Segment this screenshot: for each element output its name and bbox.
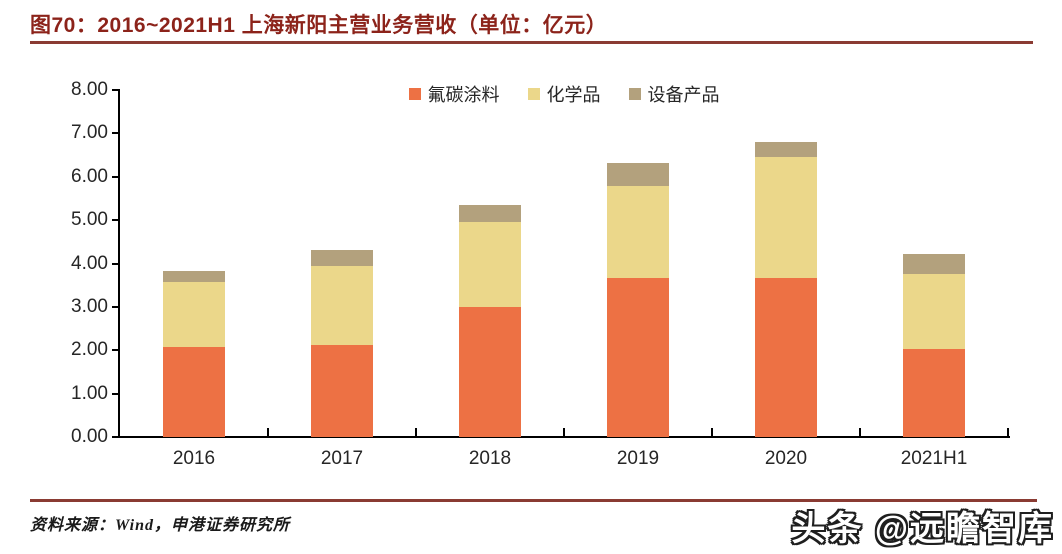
bar-segment-2021H1-series3 (903, 253, 965, 274)
legend-swatch-icon (408, 88, 421, 100)
legend-item-1: 氟碳涂料 (408, 81, 500, 107)
legend-label: 化学品 (546, 85, 601, 105)
bar-segment-2020-series3 (755, 141, 817, 157)
bar-segment-2016-series3 (163, 270, 225, 283)
bar-segment-2017-series1 (311, 345, 373, 437)
bar-segment-2021H1-series2 (903, 273, 965, 349)
legend-label: 设备产品 (647, 85, 720, 105)
y-tick (112, 305, 120, 308)
x-axis-label: 2016 (172, 448, 216, 469)
y-tick (112, 219, 120, 222)
y-tick (112, 175, 120, 178)
legend-item-2: 化学品 (527, 81, 601, 107)
x-tick (711, 428, 713, 437)
x-axis-label: 2018 (468, 448, 512, 469)
y-tick-label: 7.00 (71, 122, 108, 144)
bar-segment-2018-series1 (459, 306, 521, 437)
y-tick-label: 6.00 (71, 165, 108, 187)
bar-segment-2019-series3 (607, 162, 669, 186)
title-divider (30, 41, 1033, 44)
y-tick (112, 392, 120, 395)
x-tick (415, 428, 417, 437)
y-tick-label: 4.00 (71, 252, 108, 274)
x-tick (267, 428, 269, 437)
y-tick (112, 262, 120, 265)
bar-segment-2020-series2 (755, 156, 817, 278)
y-tick-label: 2.00 (71, 339, 108, 361)
y-tick-label: 5.00 (71, 209, 108, 231)
bar-segment-2019-series2 (607, 185, 669, 278)
x-tick (1007, 428, 1009, 437)
bar-segment-2019-series1 (607, 277, 669, 437)
source-note: 资料来源：Wind，申港证券研究所 (30, 517, 290, 534)
x-axis-line (118, 436, 1010, 438)
legend-label: 氟碳涂料 (427, 85, 500, 105)
y-tick (112, 349, 120, 352)
x-tick (563, 428, 565, 437)
bar-segment-2017-series2 (311, 266, 373, 346)
bar-segment-2018-series3 (459, 204, 521, 222)
bar-segment-2021H1-series1 (903, 348, 965, 437)
y-tick-label: 1.00 (71, 382, 108, 404)
footer-divider (30, 499, 1037, 502)
x-tick (859, 428, 861, 437)
bar-segment-2016-series2 (163, 282, 225, 348)
y-tick (112, 436, 120, 438)
bar-segment-2018-series2 (459, 221, 521, 307)
x-axis-label: 2017 (320, 448, 364, 469)
bar-segment-2020-series1 (755, 277, 817, 437)
watermark: 头条 @远瞻智库 (791, 510, 1054, 548)
x-axis-label: 2021H1 (900, 448, 968, 469)
y-tick-label: 8.00 (71, 79, 108, 100)
chart-legend: 氟碳涂料 化学品 设备产品 (120, 81, 1008, 107)
y-tick (112, 89, 120, 91)
y-tick-label: 0.00 (71, 426, 108, 447)
figure-title: 图70：2016~2021H1 上海新阳主营业务营收（单位：亿元） (30, 14, 608, 37)
y-tick-label: 3.00 (71, 295, 108, 317)
x-axis-label: 2019 (616, 448, 660, 469)
bar-segment-2017-series3 (311, 250, 373, 267)
legend-swatch-icon (628, 88, 641, 100)
legend-swatch-icon (527, 88, 540, 100)
x-axis-label: 2020 (764, 448, 808, 469)
bar-segment-2016-series1 (163, 347, 225, 437)
legend-item-3: 设备产品 (628, 81, 720, 107)
y-tick (112, 132, 120, 135)
